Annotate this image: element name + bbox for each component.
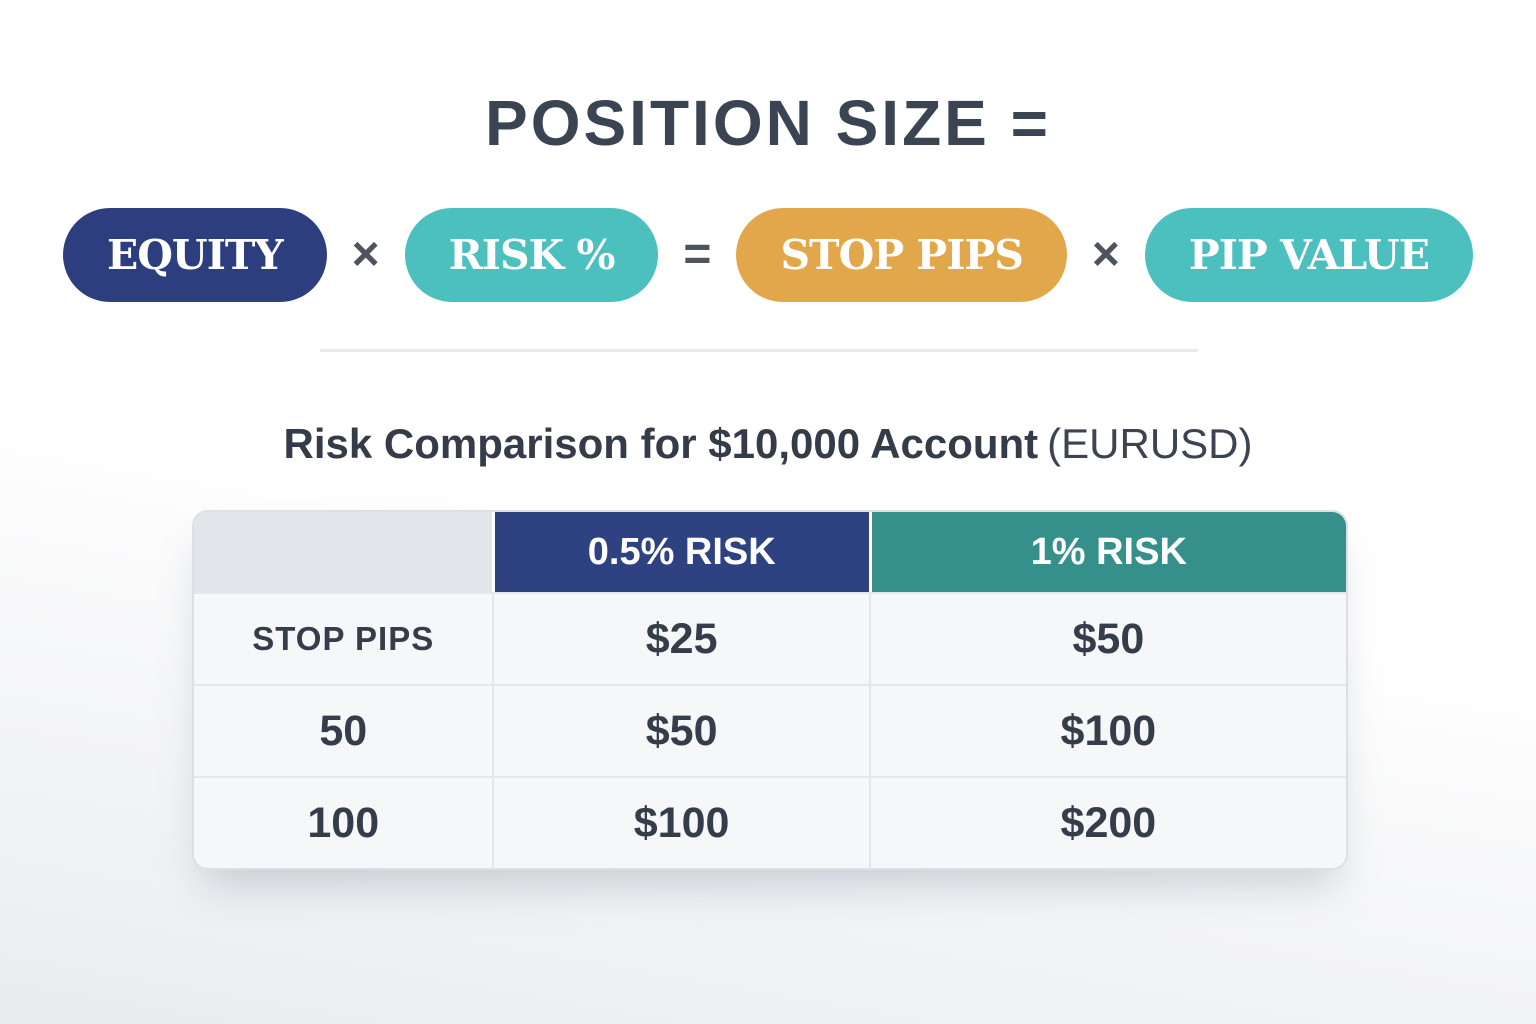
cell-value: $100 [868,686,1346,776]
formula-row: EQUITY × RISK % = STOP PIPS × PIP VALUE [0,208,1536,302]
header-cell-half-percent-risk: 0.5% RISK [491,512,869,592]
table-row: 100 $100 $200 [194,776,1346,868]
cell-value: $50 [868,594,1346,684]
risk-percent-pill: RISK % [404,208,659,302]
stop-pips-pill: STOP PIPS [736,208,1067,302]
header-cell-one-percent-risk: 1% RISK [868,512,1346,592]
row-label-stop-pips: STOP PIPS [252,620,435,657]
section-divider [320,349,1198,352]
table-title: Risk Comparison for $10,000 Account (EURU… [0,420,1536,468]
cell-value: $25 [492,594,868,684]
table-row: 50 $50 $100 [194,684,1346,776]
cell-value: $50 [492,686,868,776]
pip-value-pill: PIP VALUE [1144,208,1474,302]
multiply-operator: × [351,228,380,281]
equity-pill: EQUITY [62,208,327,302]
multiply-operator: × [1091,228,1120,281]
header-cell-blank [194,512,492,592]
table-title-bold: Risk Comparison for $10,000 Account [283,420,1039,467]
table-row: STOP PIPS $25 $50 [194,592,1346,684]
risk-comparison-table: 0.5% RISK 1% RISK STOP PIPS $25 $50 50 $… [192,510,1348,870]
row-label-50-pips: 50 [319,706,368,755]
table-header-row: 0.5% RISK 1% RISK [194,512,1346,592]
row-label-100-pips: 100 [307,798,380,847]
cell-value: $200 [868,778,1346,868]
table-title-symbol: (EURUSD) [1047,420,1253,467]
page-title: POSITION SIZE = [485,87,1051,159]
cell-value: $100 [492,778,868,868]
equals-operator: = [683,228,712,281]
